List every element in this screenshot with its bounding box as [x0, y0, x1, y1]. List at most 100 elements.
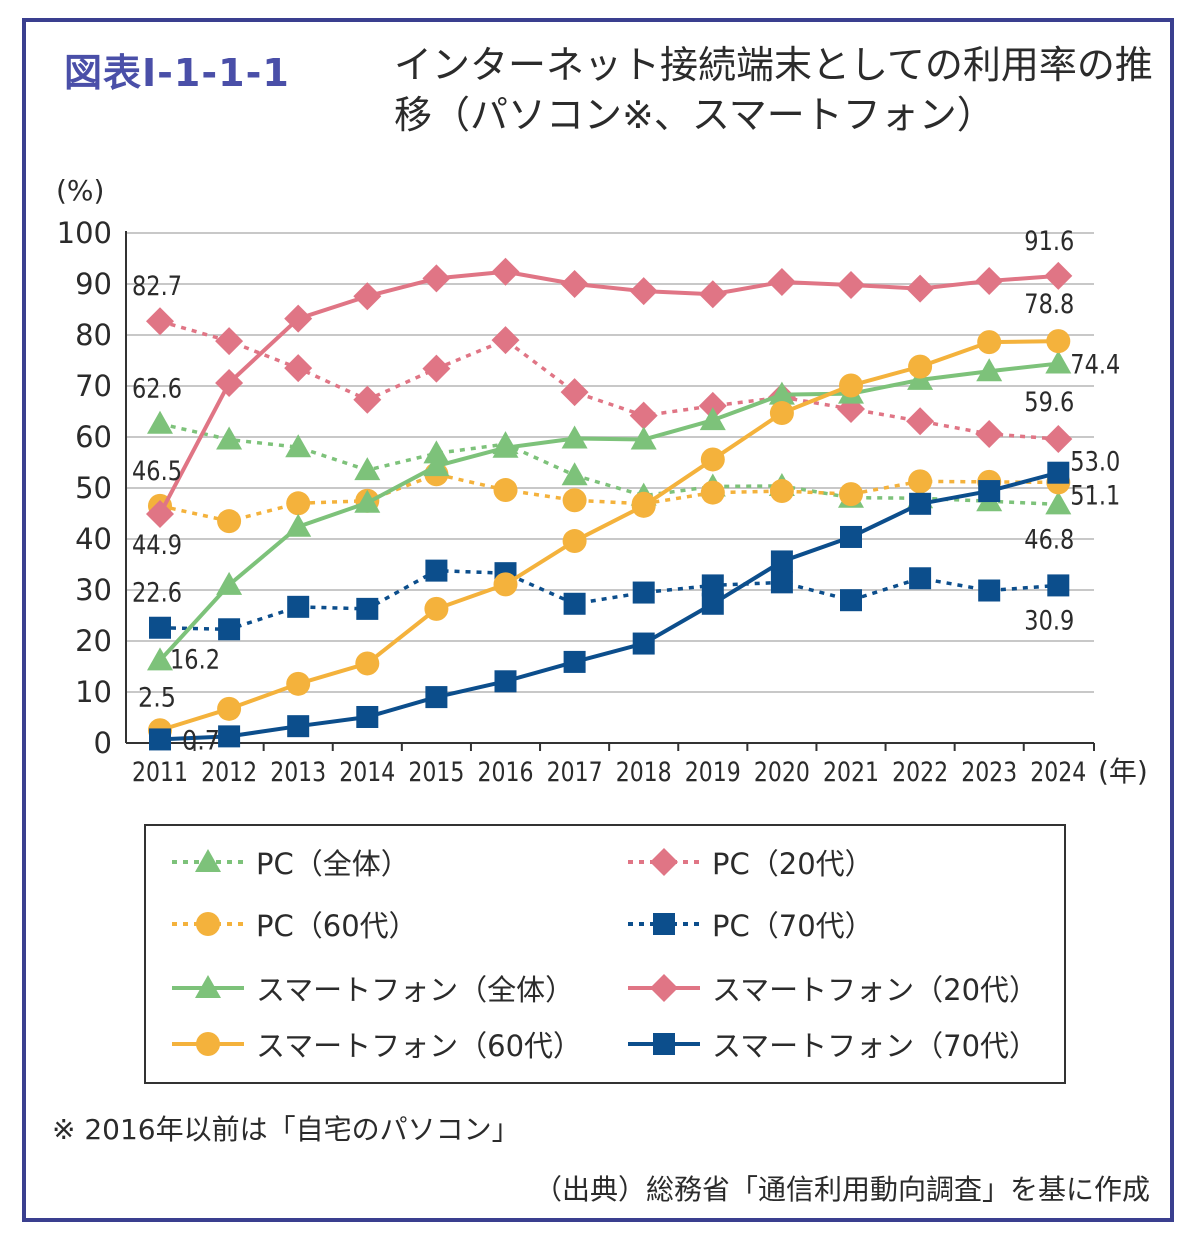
x-tick-label: 2011 [132, 757, 188, 788]
series-1 [146, 307, 1073, 454]
data-point [287, 715, 310, 738]
data-point [215, 368, 244, 397]
y-tick-label: 10 [75, 675, 112, 709]
data-point [698, 280, 727, 309]
data-point [424, 596, 449, 621]
data-point [215, 327, 244, 356]
y-tick-label: 30 [75, 573, 112, 607]
legend-marker [653, 913, 675, 935]
data-point [630, 426, 657, 450]
figure-title: インターネット接続端末としての利用率の推移（パソコン※、スマートフォン） [394, 43, 1153, 137]
data-point [1045, 491, 1072, 515]
legend-label: PC（60代） [256, 909, 418, 943]
data-point [355, 651, 380, 676]
data-point [563, 650, 586, 673]
data-point [562, 488, 587, 513]
data-labels: 82.7 62.6 46.5 44.9 22.6 16.2 2.50.7 91.6 78.8 74… [132, 226, 1120, 757]
data-point [699, 407, 726, 431]
data-point [701, 574, 724, 597]
x-tick-label: 2020 [754, 757, 810, 788]
legend-swatch-pc-60s [172, 912, 244, 936]
data-point [978, 579, 1001, 602]
axes: 0 10 20 30 40 50 60 70 80 90 100 2011 2012 2013 2014 20… [56, 174, 1148, 788]
data-point [840, 525, 862, 548]
data-point [149, 616, 171, 639]
data-point [354, 457, 381, 481]
data-point [216, 426, 243, 450]
legend-label: スマートフォン（70代） [712, 1029, 1039, 1063]
data-label: 62.6 [132, 374, 182, 405]
series-line [159, 319, 1059, 441]
legend-label: スマートフォン（20代） [712, 973, 1039, 1007]
legend-swatch-smartphone-all [172, 975, 244, 998]
data-point [562, 529, 587, 554]
y-tick-label: 20 [75, 624, 112, 658]
legend-swatch-smartphone-70s [628, 1033, 700, 1055]
data-point [284, 304, 313, 333]
data-point [770, 571, 793, 594]
data-point [561, 425, 588, 449]
x-tick-label: 2018 [616, 757, 672, 788]
legend-swatch-pc-70s [628, 913, 700, 935]
series-6 [148, 329, 1071, 743]
legend-item-smartphone-all: スマートフォン（全体） [168, 962, 574, 1014]
grid-lines [126, 232, 1094, 693]
data-point [908, 469, 933, 494]
legend-label: スマートフォン（全体） [256, 973, 575, 1007]
data-label: 22.6 [132, 578, 182, 609]
source-note: （出典）総務省「通信利用動向調査」を基に作成 [533, 1173, 1150, 1206]
footnote: ※ 2016年以前は「自宅のパソコン」 [52, 1113, 520, 1146]
data-point [1047, 574, 1070, 597]
y-tick-label: 50 [75, 471, 112, 505]
data-point [908, 354, 933, 379]
data-point [632, 632, 655, 655]
data-point [286, 491, 311, 516]
data-point [1046, 329, 1071, 354]
legend: PC（全体） PC（20代） PC（60代） PC（70代） スマートフォン（全… [144, 824, 1066, 1084]
data-point [701, 592, 724, 615]
data-point [149, 728, 171, 751]
data-point [353, 282, 382, 311]
x-tick-label: 2022 [892, 757, 948, 788]
data-point [769, 479, 794, 504]
data-label: 74.4 [1070, 350, 1120, 381]
series-line [158, 361, 1059, 662]
legend-marker [195, 849, 221, 872]
legend-swatch-smartphone-60s [172, 1032, 244, 1056]
series-7 [149, 461, 1070, 751]
data-point [284, 354, 313, 383]
data-point [975, 419, 1004, 448]
data-label: 91.6 [1024, 226, 1074, 257]
legend-item-pc-all: PC（全体） [168, 836, 410, 888]
data-point [285, 434, 312, 458]
series-3 [149, 559, 1070, 641]
y-axis-title: (%) [56, 174, 104, 207]
data-point [631, 493, 656, 518]
x-tick-label: 2016 [478, 757, 534, 788]
data-label: 16.2 [170, 644, 220, 675]
data-label: 59.6 [1024, 387, 1074, 418]
y-tick-label: 80 [75, 318, 112, 352]
data-point [632, 581, 655, 604]
data-point [147, 410, 173, 434]
series-layer [146, 257, 1073, 751]
data-point [975, 266, 1004, 295]
data-point [769, 401, 794, 426]
legend-item-pc-70s: PC（70代） [624, 898, 874, 950]
x-tick-label: 2015 [408, 757, 464, 788]
legend-item-smartphone-60s: スマートフォン（60代） [168, 1018, 582, 1070]
data-label: 0.7 [182, 725, 220, 756]
data-point [492, 434, 519, 458]
data-point [493, 478, 518, 503]
data-point [906, 407, 935, 436]
data-point [770, 550, 793, 573]
data-point [425, 559, 448, 582]
data-point [423, 440, 450, 464]
data-point [285, 513, 312, 537]
data-label: 2.5 [138, 682, 176, 713]
x-tick-label: 2021 [823, 757, 879, 788]
data-point [698, 391, 727, 420]
data-point [837, 271, 865, 300]
legend-label: PC（70代） [712, 909, 874, 943]
data-point [218, 618, 241, 641]
